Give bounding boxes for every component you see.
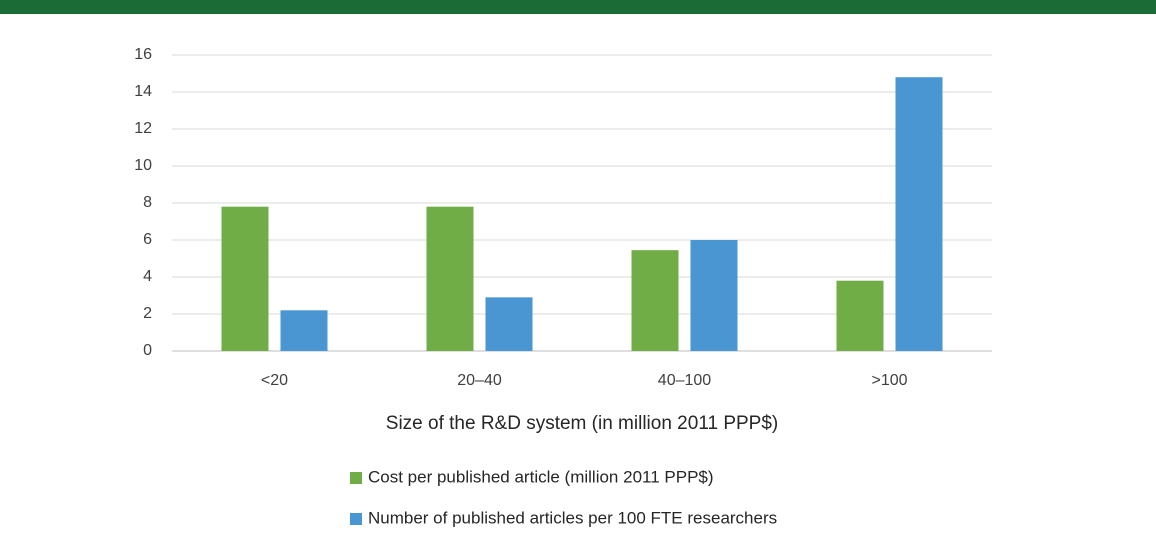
legend-swatch (350, 513, 362, 525)
bar (631, 250, 679, 351)
x-axis-title: Size of the R&D system (in million 2011 … (386, 413, 778, 434)
y-tick-label: 14 (134, 83, 152, 100)
y-tick-label: 6 (143, 231, 152, 248)
bar (895, 77, 943, 351)
x-tick-label: 20–40 (457, 372, 502, 389)
x-tick-label: <20 (261, 372, 288, 389)
bar (280, 310, 328, 351)
y-tick-label: 12 (134, 120, 152, 137)
legend-swatch (350, 472, 362, 484)
y-tick-label: 2 (143, 305, 152, 322)
legend-label: Number of published articles per 100 FTE… (368, 508, 777, 527)
bar (221, 206, 269, 351)
bar (426, 206, 474, 351)
y-tick-label: 0 (143, 342, 152, 359)
top-band (0, 0, 1156, 14)
bar (836, 280, 884, 351)
x-tick-label: 40–100 (658, 372, 711, 389)
x-tick-label: >100 (871, 372, 907, 389)
y-tick-label: 10 (134, 157, 152, 174)
bar (485, 297, 533, 351)
bar (690, 240, 738, 351)
legend-label: Cost per published article (million 2011… (368, 467, 714, 486)
y-tick-label: 16 (134, 46, 152, 63)
y-tick-label: 4 (143, 268, 152, 285)
y-tick-label: 8 (143, 194, 152, 211)
